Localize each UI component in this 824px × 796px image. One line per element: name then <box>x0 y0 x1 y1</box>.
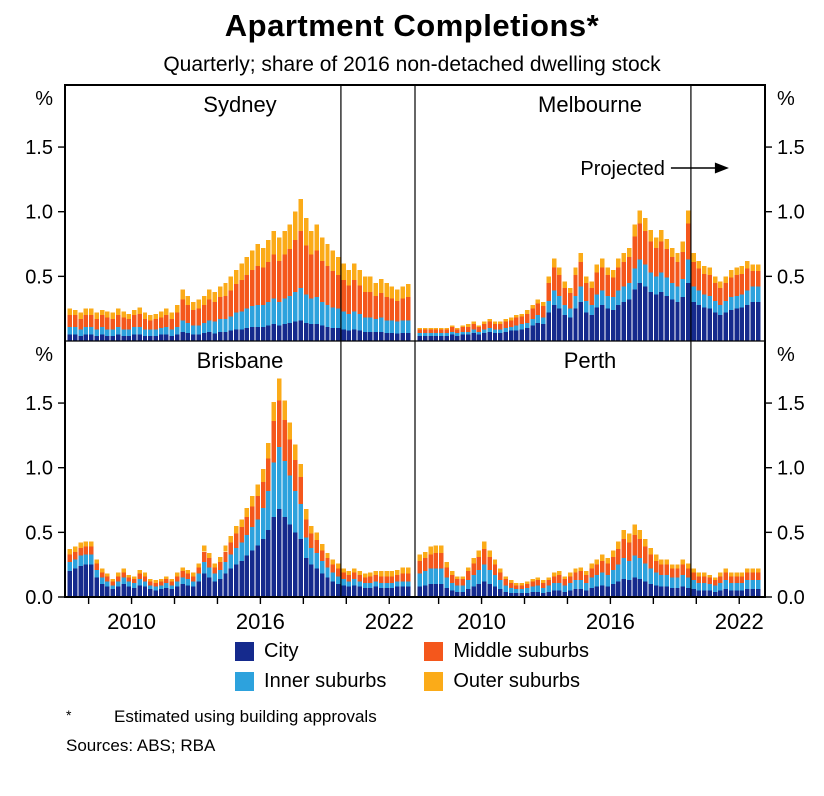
city-swatch <box>235 642 255 661</box>
chart-title: Apartment Completions* <box>224 8 600 43</box>
chart-subtitle: Quarterly; share of 2016 non-detached dw… <box>163 53 661 76</box>
sources-line: Sources: ABS; RBA <box>66 736 216 755</box>
legend-item-city: City <box>235 640 386 663</box>
middle-suburbs-swatch <box>424 642 444 661</box>
svg-text:2010: 2010 <box>457 609 506 634</box>
svg-text:0.5: 0.5 <box>777 522 805 544</box>
svg-text:%: % <box>35 344 53 366</box>
outer-suburbs-swatch <box>424 672 444 691</box>
svg-text:1.0: 1.0 <box>777 202 805 224</box>
svg-text:Perth: Perth <box>564 348 617 373</box>
svg-text:2022: 2022 <box>365 609 414 634</box>
legend-label-middle-suburbs: Middle suburbs <box>453 640 589 662</box>
svg-text:%: % <box>35 88 53 110</box>
legend-label-city: City <box>264 640 299 662</box>
legend-label-outer-suburbs: Outer suburbs <box>453 670 581 692</box>
legend-item-inner-suburbs: Inner suburbs <box>235 670 386 693</box>
svg-text:1.5: 1.5 <box>25 137 53 159</box>
footnote: * Estimated using building approvals <box>66 707 824 727</box>
svg-text:%: % <box>777 88 795 110</box>
svg-text:0.0: 0.0 <box>777 587 805 609</box>
footnote-text: Estimated using building approvals <box>114 707 377 726</box>
svg-text:Projected: Projected <box>580 158 665 180</box>
svg-text:Brisbane: Brisbane <box>197 348 284 373</box>
legend-item-middle-suburbs: Middle suburbs <box>424 640 589 663</box>
inner-suburbs-swatch <box>235 672 255 691</box>
apartment-completions-chart: 0.5 0.5 1.0 1.0 1.5 1.5% % 0.0 0.0 0.5 0.5 1.0 1.0 1.… <box>25 84 805 634</box>
svg-text:2010: 2010 <box>107 609 156 634</box>
svg-text:Sydney: Sydney <box>203 92 276 117</box>
svg-text:1.0: 1.0 <box>777 458 805 480</box>
chart-legend: City Middle suburbs Inner suburbs Outer … <box>0 640 824 693</box>
svg-text:2016: 2016 <box>236 609 285 634</box>
footnote-marker: * <box>66 707 72 723</box>
svg-text:0.5: 0.5 <box>777 266 805 288</box>
chart-area: 0.5 0.5 1.0 1.0 1.5 1.5%% 0.0 0.0 0.5 0.5 1.0 1.0 1.… <box>0 79 824 640</box>
svg-text:0.0: 0.0 <box>25 587 53 609</box>
legend-item-outer-suburbs: Outer suburbs <box>424 670 589 693</box>
svg-text:0.5: 0.5 <box>25 522 53 544</box>
svg-text:2022: 2022 <box>715 609 764 634</box>
svg-text:1.5: 1.5 <box>777 137 805 159</box>
svg-text:1.0: 1.0 <box>25 458 53 480</box>
svg-text:1.0: 1.0 <box>25 202 53 224</box>
svg-text:2016: 2016 <box>586 609 635 634</box>
svg-text:1.5: 1.5 <box>25 393 53 415</box>
svg-text:1.5: 1.5 <box>777 393 805 415</box>
svg-text:%: % <box>777 344 795 366</box>
legend-label-inner-suburbs: Inner suburbs <box>264 670 387 692</box>
svg-text:0.5: 0.5 <box>25 266 53 288</box>
svg-text:Melbourne: Melbourne <box>538 92 642 117</box>
